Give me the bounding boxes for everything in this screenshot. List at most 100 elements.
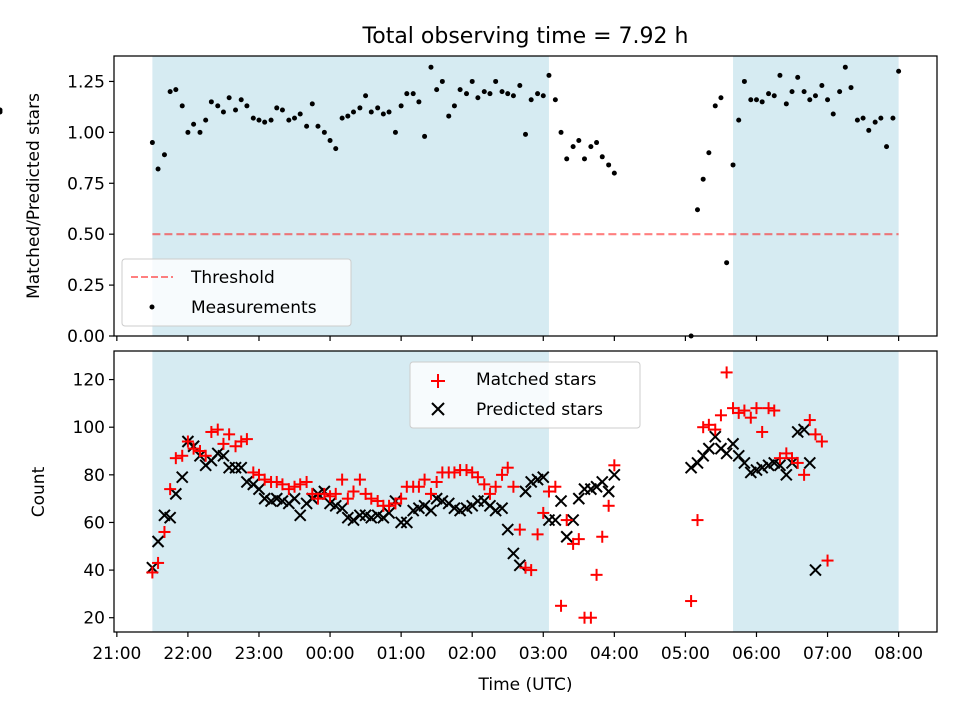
matched-point xyxy=(258,473,271,486)
x-tick-label: 05:00 xyxy=(661,644,710,664)
matched-point xyxy=(489,480,502,493)
measurement-point xyxy=(333,146,339,152)
measurement-point xyxy=(279,107,285,113)
measurement-point xyxy=(581,156,587,162)
matched-point xyxy=(549,480,562,493)
measurement-point xyxy=(588,144,594,150)
measurement-point xyxy=(173,87,179,93)
x-axis-label: Time (UTC) xyxy=(478,675,573,695)
predicted-point xyxy=(288,492,301,505)
matched-point xyxy=(240,433,253,446)
predicted-point xyxy=(702,442,716,455)
measurement-point xyxy=(155,166,161,172)
measurement-point xyxy=(517,83,523,89)
predicted-point xyxy=(507,547,520,560)
predicted-point xyxy=(560,530,573,543)
measurement-point xyxy=(422,133,428,139)
matched-point xyxy=(418,473,431,486)
predicted-point xyxy=(169,487,183,501)
matched-point xyxy=(756,425,769,438)
measurement-point xyxy=(523,131,528,137)
measurement-point xyxy=(878,115,884,121)
matched-point xyxy=(365,492,378,505)
shaded-span-2 xyxy=(733,351,899,632)
measurement-point xyxy=(475,95,481,101)
matched-point xyxy=(205,425,218,438)
y-tick-label: 1.25 xyxy=(67,72,105,92)
matched-point xyxy=(738,404,751,417)
predicted-point xyxy=(501,523,514,536)
measurement-point xyxy=(860,115,866,121)
predicted-point xyxy=(797,423,811,436)
y-tick-label: 0.25 xyxy=(67,276,105,296)
measurement-point xyxy=(244,103,250,109)
predicted-point xyxy=(554,494,568,508)
matched-point xyxy=(176,449,189,462)
measurement-point xyxy=(730,162,736,168)
predicted-point xyxy=(365,511,378,524)
predicted-point xyxy=(436,494,449,508)
matched-point xyxy=(181,435,194,448)
matched-point xyxy=(270,475,283,488)
measurement-point xyxy=(789,89,795,95)
matched-point xyxy=(483,487,496,500)
matched-point xyxy=(768,404,781,417)
matched-point xyxy=(424,487,437,500)
measurement-point xyxy=(351,109,357,115)
measurement-point xyxy=(457,87,463,93)
predicted-point xyxy=(726,437,740,451)
predicted-point xyxy=(176,471,189,484)
measurement-point xyxy=(404,91,410,97)
count-x-axis: 21:00 22:00 23:00 00:00 01:00 02:00 03:00 04:00… xyxy=(92,632,923,664)
y-tick-label: 40 xyxy=(83,561,105,581)
matched-point xyxy=(276,478,289,491)
matched-point xyxy=(602,499,615,512)
predicted-legend-label: Predicted stars xyxy=(476,400,603,420)
matched-point xyxy=(217,437,230,450)
y-tick-label: 0.00 xyxy=(67,327,105,347)
measurement-point xyxy=(191,121,197,127)
measurement-point xyxy=(884,144,890,150)
matched-point xyxy=(513,523,526,536)
measurement-point xyxy=(576,138,582,144)
predicted-point xyxy=(293,509,307,522)
x-tick-label: 00:00 xyxy=(306,644,355,664)
predicted-point xyxy=(755,461,769,474)
matched-legend-label: Matched stars xyxy=(476,370,596,390)
measurement-point xyxy=(256,117,262,123)
matched-point xyxy=(336,473,349,486)
matched-point xyxy=(152,556,165,569)
predicted-point xyxy=(732,449,745,462)
x-tick-label: 01:00 xyxy=(377,644,426,664)
predicted-point xyxy=(809,563,822,577)
matched-point xyxy=(158,525,171,538)
measurement-point xyxy=(0,109,3,115)
predicted-point xyxy=(400,516,414,529)
matched-point xyxy=(235,435,248,448)
matched-point xyxy=(803,414,816,427)
y-tick-label: 100 xyxy=(73,418,105,438)
matched-point xyxy=(714,409,727,422)
predicted-point xyxy=(424,504,438,517)
measurement-point xyxy=(552,97,558,103)
measurement-point xyxy=(570,144,576,150)
predicted-point xyxy=(602,485,615,498)
predicted-point xyxy=(780,468,793,482)
matched-point xyxy=(691,514,704,527)
matched-point xyxy=(537,506,550,519)
measurement-point xyxy=(345,113,351,119)
ratio-legend-box xyxy=(121,258,352,327)
measurement-point xyxy=(759,99,765,105)
ratio-y-axis: 0.00 0.25 0.50 0.75 1.00 1.25 xyxy=(67,72,114,347)
measurement-point xyxy=(528,97,534,103)
predicted-point xyxy=(329,499,342,512)
matched-point xyxy=(750,402,763,415)
measurement-point xyxy=(161,152,167,158)
matched-point xyxy=(590,568,603,581)
measurement-point xyxy=(215,103,221,109)
measurement-point xyxy=(493,78,499,84)
measurement-point xyxy=(226,95,232,101)
measurement-point xyxy=(398,103,404,109)
x-tick-label: 03:00 xyxy=(519,644,568,664)
